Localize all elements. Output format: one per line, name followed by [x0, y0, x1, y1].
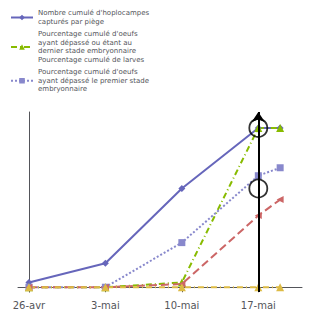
svg-text:17-mai: 17-mai	[241, 300, 276, 311]
svg-text:Nombre cumulé d'hoplocampes: Nombre cumulé d'hoplocampes	[38, 9, 150, 17]
svg-text:ayant dépassé le premier stade: ayant dépassé le premier stade	[38, 77, 149, 85]
svg-text:10-mai: 10-mai	[164, 300, 199, 311]
svg-text:ayant dépassé ou étant au: ayant dépassé ou étant au	[38, 39, 132, 47]
svg-text:26-avr: 26-avr	[13, 300, 46, 311]
svg-text:Pourcentage cumulé d'oeufs: Pourcentage cumulé d'oeufs	[38, 68, 138, 76]
svg-text:Pourcentage cumulé d'oeufs: Pourcentage cumulé d'oeufs	[38, 30, 138, 38]
svg-text:Pourcentage cumulé de larves: Pourcentage cumulé de larves	[38, 56, 145, 64]
svg-text:dernier stade embryonnaire: dernier stade embryonnaire	[38, 47, 136, 55]
svg-text:3-mai: 3-mai	[91, 300, 120, 311]
svg-text:embryonnaire: embryonnaire	[38, 85, 87, 93]
svg-text:capturés par piège: capturés par piège	[38, 18, 104, 26]
